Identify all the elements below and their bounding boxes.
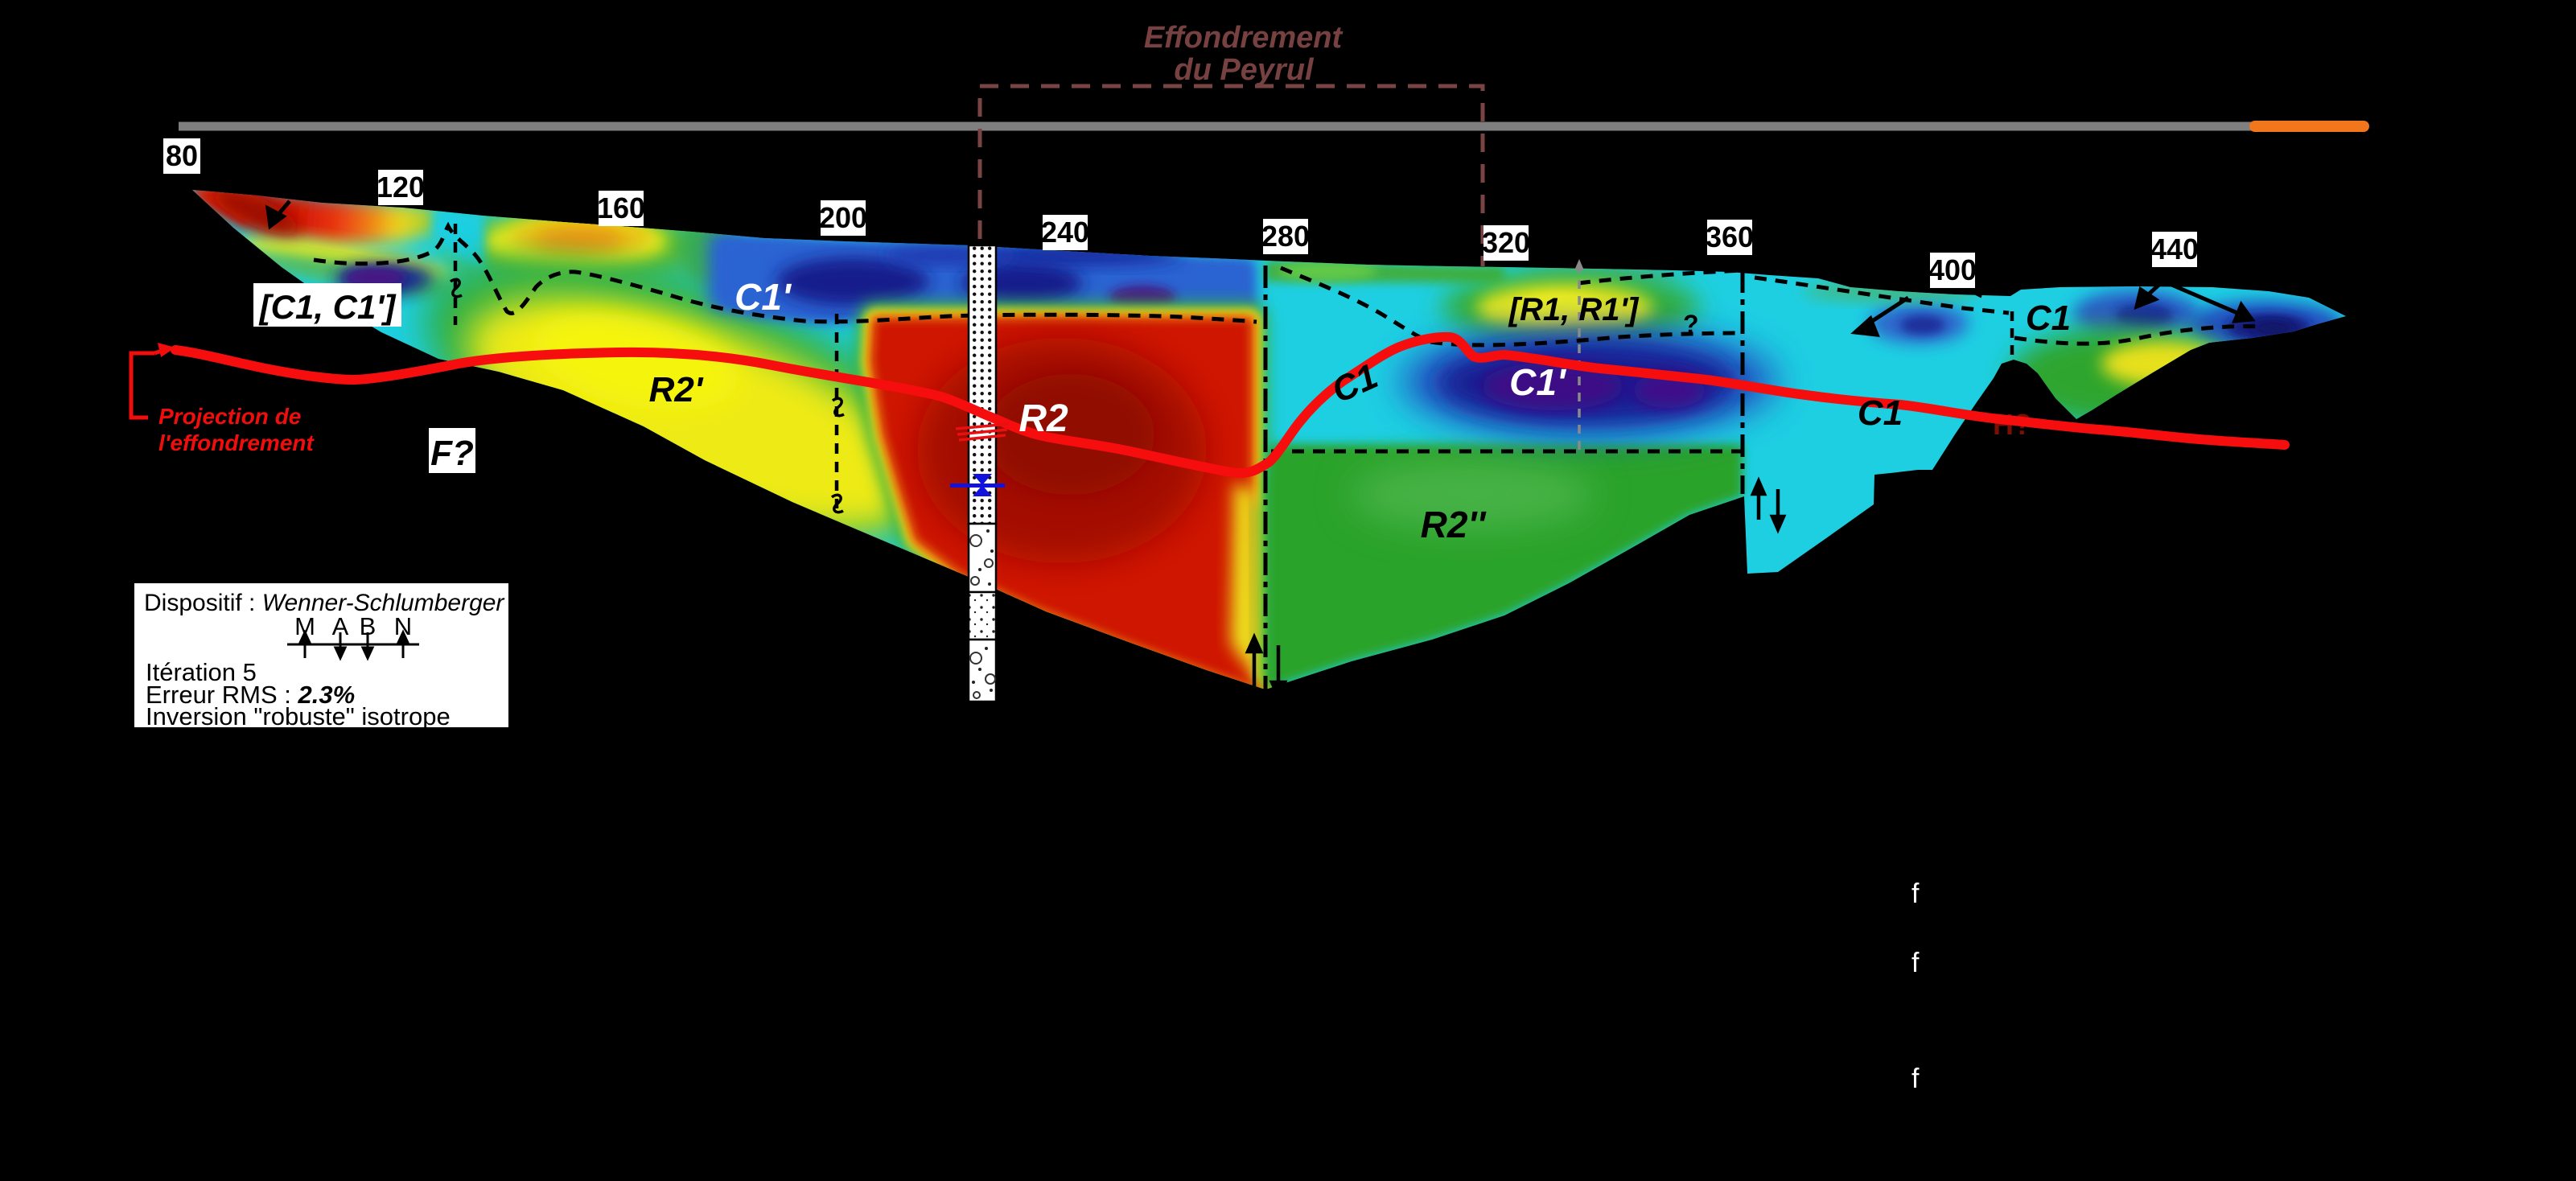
svg-text:?: ? xyxy=(1683,310,1699,339)
svg-text:80: 80 xyxy=(166,139,198,172)
svg-text:Itération 5: Itération 5 xyxy=(146,658,257,686)
svg-text:[R1, R1']: [R1, R1'] xyxy=(1508,292,1640,327)
svg-text:B: B xyxy=(360,612,377,640)
svg-text:f: f xyxy=(1911,879,1920,909)
svg-text:200: 200 xyxy=(819,201,867,234)
svg-text:120: 120 xyxy=(377,171,425,204)
svg-text:Dispositif : Wenner-Schlumberg: Dispositif : Wenner-Schlumberger xyxy=(144,590,504,616)
svg-text:N: N xyxy=(394,612,412,640)
svg-text:Projection de: Projection de xyxy=(158,404,301,429)
svg-text:[C1, C1']: [C1, C1'] xyxy=(258,288,397,326)
svg-text:du Peyrul: du Peyrul xyxy=(1174,53,1315,87)
svg-text:C1': C1' xyxy=(1509,361,1567,403)
svg-text:R2: R2 xyxy=(1018,397,1068,440)
svg-text:400: 400 xyxy=(1928,253,1977,286)
svg-text:440: 440 xyxy=(2150,232,2199,265)
svg-text:F?: F? xyxy=(430,434,474,473)
svg-text:f: f xyxy=(1911,948,1920,978)
svg-text:Effondrement: Effondrement xyxy=(1144,21,1344,55)
svg-text:280: 280 xyxy=(1261,220,1310,253)
svg-text:Erreur RMS : 2.3%: Erreur RMS : 2.3% xyxy=(146,681,355,709)
svg-text:R2': R2' xyxy=(649,370,704,409)
svg-text:Inversion "robuste" isotrope: Inversion "robuste" isotrope xyxy=(146,702,451,730)
svg-text:C1': C1' xyxy=(735,276,792,318)
svg-text:A: A xyxy=(332,612,349,640)
svg-text:360: 360 xyxy=(1706,220,1754,253)
svg-text:240: 240 xyxy=(1041,216,1089,249)
svg-text:160: 160 xyxy=(597,191,645,224)
svg-text:l'effondrement: l'effondrement xyxy=(158,430,315,455)
svg-text:R2'': R2'' xyxy=(1421,504,1488,545)
svg-text:320: 320 xyxy=(1482,226,1530,259)
svg-text:f: f xyxy=(1911,1064,1920,1094)
svg-text:C1: C1 xyxy=(1858,393,1903,433)
svg-text:C1: C1 xyxy=(2026,298,2071,338)
